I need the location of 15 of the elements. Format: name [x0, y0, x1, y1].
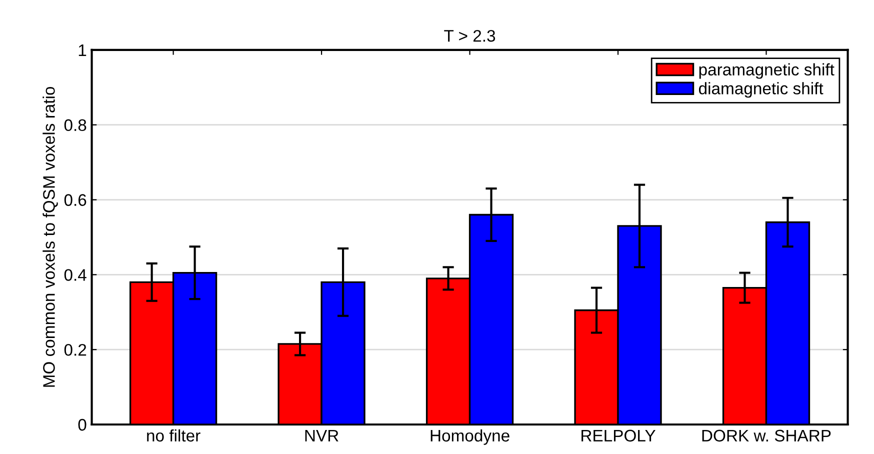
legend-label: diamagnetic shift [698, 82, 824, 98]
y-tick-label: 0.4 [64, 269, 86, 281]
y-tick-label: 0.2 [64, 344, 86, 356]
x-tick-label: NVR [305, 430, 338, 442]
y-axis-title: MO common voxels to fQSM voxels ratio [42, 86, 58, 387]
y-tick-label: 1 [78, 44, 86, 56]
chart-title: T > 2.3 [444, 30, 496, 42]
y-tick-label: 0.8 [64, 119, 86, 132]
x-tick-label: Homodyne [430, 429, 510, 445]
y-tick-label: 0.6 [64, 194, 86, 206]
x-tick-label: DORK w. SHARP [702, 430, 831, 442]
x-tick-label: no filter [147, 429, 200, 442]
y-tick-label: 0 [78, 418, 86, 431]
x-tick-label: RELPOLY [582, 430, 656, 442]
legend-label: paramagnetic shift [699, 63, 834, 79]
